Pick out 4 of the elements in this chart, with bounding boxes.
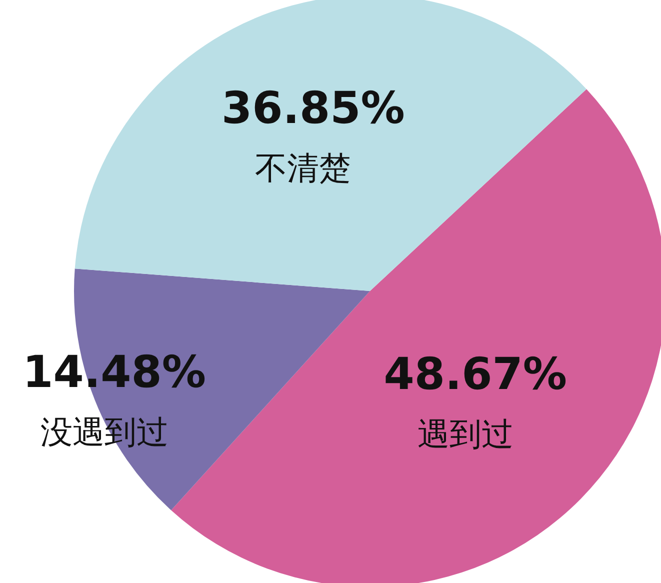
slice-label: 不清楚 bbox=[255, 149, 352, 187]
data-label: 48.67% bbox=[384, 348, 567, 400]
data-label: 36.85% bbox=[222, 83, 405, 134]
slice-label: 遇到过 bbox=[417, 414, 514, 453]
